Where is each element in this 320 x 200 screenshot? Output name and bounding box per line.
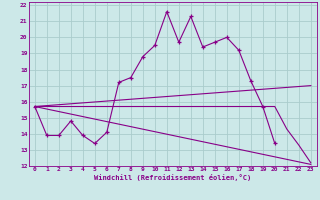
X-axis label: Windchill (Refroidissement éolien,°C): Windchill (Refroidissement éolien,°C) xyxy=(94,174,252,181)
